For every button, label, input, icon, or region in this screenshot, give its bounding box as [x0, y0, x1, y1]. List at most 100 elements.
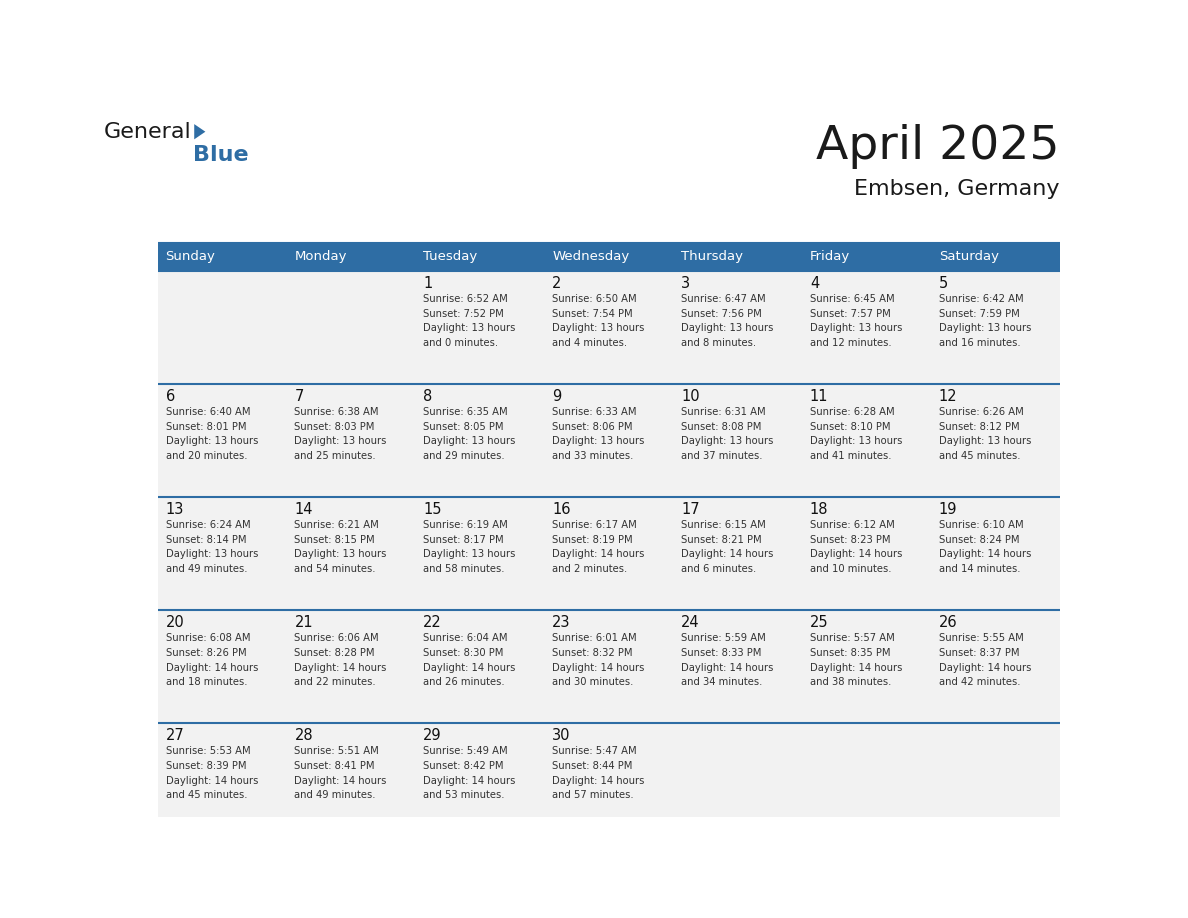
Bar: [158, 497, 286, 610]
Text: 29: 29: [423, 728, 442, 744]
Text: 10: 10: [681, 389, 700, 404]
Bar: [674, 610, 802, 722]
Bar: [544, 497, 674, 610]
Text: Embsen, Germany: Embsen, Germany: [854, 179, 1060, 199]
Text: Sunrise: 6:47 AM
Sunset: 7:56 PM
Daylight: 13 hours
and 8 minutes.: Sunrise: 6:47 AM Sunset: 7:56 PM Dayligh…: [681, 294, 773, 348]
Text: Sunrise: 6:04 AM
Sunset: 8:30 PM
Daylight: 14 hours
and 26 minutes.: Sunrise: 6:04 AM Sunset: 8:30 PM Dayligh…: [423, 633, 516, 688]
Bar: [802, 497, 931, 610]
Bar: [158, 271, 286, 384]
Text: Blue: Blue: [192, 145, 248, 165]
Text: Sunrise: 5:57 AM
Sunset: 8:35 PM
Daylight: 14 hours
and 38 minutes.: Sunrise: 5:57 AM Sunset: 8:35 PM Dayligh…: [810, 633, 902, 688]
Bar: [674, 722, 802, 836]
Bar: [931, 271, 1060, 384]
Text: 18: 18: [810, 502, 828, 517]
Text: 13: 13: [165, 502, 184, 517]
Text: Sunrise: 6:50 AM
Sunset: 7:54 PM
Daylight: 13 hours
and 4 minutes.: Sunrise: 6:50 AM Sunset: 7:54 PM Dayligh…: [552, 294, 645, 348]
Bar: [158, 722, 286, 836]
Text: 1: 1: [423, 276, 432, 291]
Text: 2: 2: [552, 276, 562, 291]
Bar: [416, 271, 544, 384]
Bar: [544, 722, 674, 836]
Text: Sunrise: 6:15 AM
Sunset: 8:21 PM
Daylight: 14 hours
and 6 minutes.: Sunrise: 6:15 AM Sunset: 8:21 PM Dayligh…: [681, 520, 773, 575]
Bar: [158, 242, 286, 271]
Text: 12: 12: [939, 389, 958, 404]
Bar: [674, 242, 802, 271]
Text: Sunrise: 6:42 AM
Sunset: 7:59 PM
Daylight: 13 hours
and 16 minutes.: Sunrise: 6:42 AM Sunset: 7:59 PM Dayligh…: [939, 294, 1031, 348]
Text: 16: 16: [552, 502, 570, 517]
Text: Sunrise: 5:59 AM
Sunset: 8:33 PM
Daylight: 14 hours
and 34 minutes.: Sunrise: 5:59 AM Sunset: 8:33 PM Dayligh…: [681, 633, 773, 688]
Bar: [544, 384, 674, 497]
Text: Saturday: Saturday: [939, 250, 999, 263]
Bar: [802, 242, 931, 271]
Text: Sunrise: 6:17 AM
Sunset: 8:19 PM
Daylight: 14 hours
and 2 minutes.: Sunrise: 6:17 AM Sunset: 8:19 PM Dayligh…: [552, 520, 645, 575]
Text: Friday: Friday: [810, 250, 851, 263]
Bar: [802, 384, 931, 497]
Bar: [544, 610, 674, 722]
Text: April 2025: April 2025: [816, 124, 1060, 169]
Bar: [416, 497, 544, 610]
Text: Sunrise: 6:26 AM
Sunset: 8:12 PM
Daylight: 13 hours
and 45 minutes.: Sunrise: 6:26 AM Sunset: 8:12 PM Dayligh…: [939, 407, 1031, 461]
Polygon shape: [194, 124, 206, 140]
Bar: [416, 610, 544, 722]
Bar: [674, 384, 802, 497]
Text: Sunrise: 6:52 AM
Sunset: 7:52 PM
Daylight: 13 hours
and 0 minutes.: Sunrise: 6:52 AM Sunset: 7:52 PM Dayligh…: [423, 294, 516, 348]
Bar: [286, 497, 416, 610]
Text: 4: 4: [810, 276, 820, 291]
Text: 5: 5: [939, 276, 948, 291]
Text: Sunrise: 6:19 AM
Sunset: 8:17 PM
Daylight: 13 hours
and 58 minutes.: Sunrise: 6:19 AM Sunset: 8:17 PM Dayligh…: [423, 520, 516, 575]
Text: Sunrise: 5:49 AM
Sunset: 8:42 PM
Daylight: 14 hours
and 53 minutes.: Sunrise: 5:49 AM Sunset: 8:42 PM Dayligh…: [423, 746, 516, 800]
Bar: [931, 384, 1060, 497]
Text: Sunrise: 6:01 AM
Sunset: 8:32 PM
Daylight: 14 hours
and 30 minutes.: Sunrise: 6:01 AM Sunset: 8:32 PM Dayligh…: [552, 633, 645, 688]
Text: Sunrise: 6:38 AM
Sunset: 8:03 PM
Daylight: 13 hours
and 25 minutes.: Sunrise: 6:38 AM Sunset: 8:03 PM Dayligh…: [295, 407, 387, 461]
Text: Sunrise: 6:08 AM
Sunset: 8:26 PM
Daylight: 14 hours
and 18 minutes.: Sunrise: 6:08 AM Sunset: 8:26 PM Dayligh…: [165, 633, 258, 688]
Text: Sunrise: 5:51 AM
Sunset: 8:41 PM
Daylight: 14 hours
and 49 minutes.: Sunrise: 5:51 AM Sunset: 8:41 PM Dayligh…: [295, 746, 387, 800]
Text: Sunrise: 6:45 AM
Sunset: 7:57 PM
Daylight: 13 hours
and 12 minutes.: Sunrise: 6:45 AM Sunset: 7:57 PM Dayligh…: [810, 294, 902, 348]
Bar: [416, 384, 544, 497]
Text: 25: 25: [810, 615, 828, 630]
Text: General: General: [103, 122, 191, 141]
Bar: [544, 271, 674, 384]
Text: Sunrise: 6:28 AM
Sunset: 8:10 PM
Daylight: 13 hours
and 41 minutes.: Sunrise: 6:28 AM Sunset: 8:10 PM Dayligh…: [810, 407, 902, 461]
Bar: [286, 722, 416, 836]
Bar: [158, 610, 286, 722]
Text: 26: 26: [939, 615, 958, 630]
Bar: [802, 271, 931, 384]
Bar: [416, 242, 544, 271]
Text: Sunrise: 6:35 AM
Sunset: 8:05 PM
Daylight: 13 hours
and 29 minutes.: Sunrise: 6:35 AM Sunset: 8:05 PM Dayligh…: [423, 407, 516, 461]
Text: Sunrise: 5:47 AM
Sunset: 8:44 PM
Daylight: 14 hours
and 57 minutes.: Sunrise: 5:47 AM Sunset: 8:44 PM Dayligh…: [552, 746, 645, 800]
Text: 15: 15: [423, 502, 442, 517]
Text: Sunrise: 6:40 AM
Sunset: 8:01 PM
Daylight: 13 hours
and 20 minutes.: Sunrise: 6:40 AM Sunset: 8:01 PM Dayligh…: [165, 407, 258, 461]
Text: 11: 11: [810, 389, 828, 404]
Text: Thursday: Thursday: [681, 250, 742, 263]
Bar: [931, 722, 1060, 836]
Text: Sunrise: 6:31 AM
Sunset: 8:08 PM
Daylight: 13 hours
and 37 minutes.: Sunrise: 6:31 AM Sunset: 8:08 PM Dayligh…: [681, 407, 773, 461]
Bar: [674, 497, 802, 610]
Bar: [674, 271, 802, 384]
Text: 9: 9: [552, 389, 562, 404]
Bar: [286, 384, 416, 497]
Text: Sunrise: 6:12 AM
Sunset: 8:23 PM
Daylight: 14 hours
and 10 minutes.: Sunrise: 6:12 AM Sunset: 8:23 PM Dayligh…: [810, 520, 902, 575]
Text: Sunday: Sunday: [165, 250, 215, 263]
Text: 23: 23: [552, 615, 570, 630]
Bar: [286, 610, 416, 722]
Text: Sunrise: 6:33 AM
Sunset: 8:06 PM
Daylight: 13 hours
and 33 minutes.: Sunrise: 6:33 AM Sunset: 8:06 PM Dayligh…: [552, 407, 645, 461]
Text: 28: 28: [295, 728, 314, 744]
Text: Sunrise: 6:10 AM
Sunset: 8:24 PM
Daylight: 14 hours
and 14 minutes.: Sunrise: 6:10 AM Sunset: 8:24 PM Dayligh…: [939, 520, 1031, 575]
Text: Sunrise: 5:55 AM
Sunset: 8:37 PM
Daylight: 14 hours
and 42 minutes.: Sunrise: 5:55 AM Sunset: 8:37 PM Dayligh…: [939, 633, 1031, 688]
Text: 6: 6: [165, 389, 175, 404]
Text: Sunrise: 5:53 AM
Sunset: 8:39 PM
Daylight: 14 hours
and 45 minutes.: Sunrise: 5:53 AM Sunset: 8:39 PM Dayligh…: [165, 746, 258, 800]
Text: 17: 17: [681, 502, 700, 517]
Text: 8: 8: [423, 389, 432, 404]
Text: Sunrise: 6:24 AM
Sunset: 8:14 PM
Daylight: 13 hours
and 49 minutes.: Sunrise: 6:24 AM Sunset: 8:14 PM Dayligh…: [165, 520, 258, 575]
Text: Wednesday: Wednesday: [552, 250, 630, 263]
Bar: [416, 722, 544, 836]
Text: 14: 14: [295, 502, 312, 517]
Bar: [286, 271, 416, 384]
Text: Sunrise: 6:21 AM
Sunset: 8:15 PM
Daylight: 13 hours
and 54 minutes.: Sunrise: 6:21 AM Sunset: 8:15 PM Dayligh…: [295, 520, 387, 575]
Text: 30: 30: [552, 728, 570, 744]
Bar: [802, 610, 931, 722]
Bar: [931, 497, 1060, 610]
Text: Sunrise: 6:06 AM
Sunset: 8:28 PM
Daylight: 14 hours
and 22 minutes.: Sunrise: 6:06 AM Sunset: 8:28 PM Dayligh…: [295, 633, 387, 688]
Text: 7: 7: [295, 389, 304, 404]
Bar: [931, 242, 1060, 271]
